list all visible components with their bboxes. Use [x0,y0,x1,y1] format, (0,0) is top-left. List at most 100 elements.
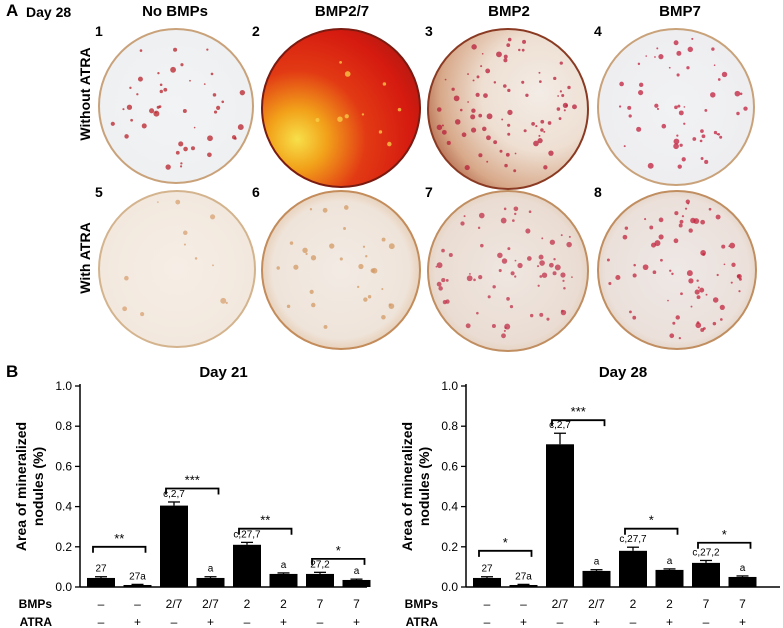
chart2-significance-bracket [551,419,606,427]
chart2-bar [582,570,611,587]
chart2-bar-label: 27 [481,564,493,575]
chart1-atra-value: + [134,615,141,628]
chart2-bmps-value: 2/7 [588,597,605,611]
chart1-bar [123,584,152,587]
chart2-atra-value: + [666,615,673,628]
chart1-row-label-bmps: BMPs [19,597,53,611]
chart1-bar-label: a [208,564,214,575]
chart1-atra-value: + [280,615,287,628]
chart1-row-label-atra: ATRA [20,615,53,628]
chart2-ylabel-line2: nodules (%) [416,447,432,526]
chart1-y-tick-label: 0.6 [55,459,72,473]
chart1-y-tick-label: 0.8 [55,419,72,433]
chart2-significance-stars: * [503,535,508,550]
chart2-ylabel-line1: Area of mineralized [399,422,415,551]
panel-a-day-label: Day 28 [26,4,72,20]
chart2-bmps-value: – [484,597,491,611]
chart1-bmps-value: 7 [317,597,324,611]
column-header-bmp2: BMP2 [488,3,530,20]
chart2-bar-label: a [667,556,673,567]
culture-well-2 [261,28,421,188]
chart2-bar-label: c,2,7 [549,420,571,431]
chart1-significance-stars: *** [185,473,200,488]
chart2-bmps-value: 2 [630,597,637,611]
chart2-bar-label: c,27,2 [692,547,720,558]
chart2-significance-stars: * [722,527,727,542]
chart2-atra-value: – [557,615,564,628]
well-number-3: 3 [425,23,433,39]
chart2-bar [473,577,501,587]
chart1-bmps-value: 7 [353,597,360,611]
chart2-bmps-value: 2 [666,597,673,611]
chart1-bar-label: c,27,7 [233,529,261,540]
chart1-bar-label: 27,2 [310,559,330,570]
chart2-bmps-value: 2/7 [552,597,569,611]
chart2-significance-bracket [624,527,679,535]
chart2-y-tick-label: 0.0 [441,580,458,594]
culture-well-5 [98,190,256,348]
chart1-atra-value: – [244,615,251,628]
chart2-atra-value: + [593,615,600,628]
chart2-bar-label: c,27,7 [619,534,647,545]
well-number-1: 1 [95,23,103,39]
chart1-atra-value: – [317,615,324,628]
chart2-atra-value: – [703,615,710,628]
chart1-bmps-value: 2/7 [166,597,183,611]
column-header-bmp7: BMP7 [659,3,701,20]
chart2-row-label-bmps: BMPs [405,597,439,611]
chart1-bar-label: 27a [129,571,146,582]
chart1-title: Day 21 [199,364,247,381]
culture-well-1 [98,28,254,184]
chart1-y-tick-label: 1.0 [55,379,72,393]
chart2-bar-label: a [740,563,746,574]
chart1-bar [233,544,261,587]
chart1-bmps-value: 2/7 [202,597,219,611]
chart1-bmps-value: – [134,597,141,611]
chart1-significance-bracket [92,545,147,553]
chart2-bar [509,584,538,587]
chart2-bmps-value: 7 [739,597,746,611]
column-header-no-bmps: No BMPs [142,3,208,20]
culture-well-3 [427,28,589,190]
chart2-bar [692,562,720,587]
chart2-bmps-value: – [520,597,527,611]
chart2-atra-value: + [520,615,527,628]
chart2-row-label-atra: ATRA [406,615,439,628]
chart1-bar [160,505,188,587]
chart1-bar [342,579,371,587]
chart1-bmps-value: 2 [280,597,287,611]
chart1-bar [269,573,298,587]
well-number-4: 4 [594,23,602,39]
culture-well-6 [261,190,421,350]
chart1-significance-bracket [238,527,293,535]
chart2-bar-label: a [594,557,600,568]
chart1-y-tick-label: 0.0 [55,580,72,594]
chart2-y-tick-label: 1.0 [441,379,458,393]
panel-a-letter: A [6,1,19,20]
chart2-title: Day 28 [599,364,647,381]
chart1-bar-label: 27 [95,564,107,575]
chart2-significance-stars: * [649,513,654,528]
well-number-8: 8 [594,184,602,200]
chart1-atra-value: + [207,615,214,628]
chart1-atra-value: – [98,615,105,628]
chart1-y-tick-label: 0.2 [55,540,72,554]
chart1-bmps-value: 2 [244,597,251,611]
culture-well-8 [597,190,757,350]
chart1-significance-bracket [165,487,220,495]
well-number-5: 5 [95,184,103,200]
column-header-bmp2-7: BMP2/7 [314,3,370,20]
chart1-bar [87,577,115,587]
chart2-y-tick-label: 0.6 [441,459,458,473]
chart1-significance-stars: ** [260,513,270,528]
chart1-ylabel-line2: nodules (%) [30,447,46,526]
chart2-atra-value: + [739,615,746,628]
chart2-bar [546,444,574,587]
chart2-bar-label: 27a [515,571,532,582]
well-number-7: 7 [425,184,433,200]
chart1-significance-bracket [311,557,366,565]
chart1-bar-label: a [281,560,287,571]
chart1-atra-value: – [171,615,178,628]
chart2-bar [655,569,684,587]
chart1-significance-stars: * [336,543,341,558]
